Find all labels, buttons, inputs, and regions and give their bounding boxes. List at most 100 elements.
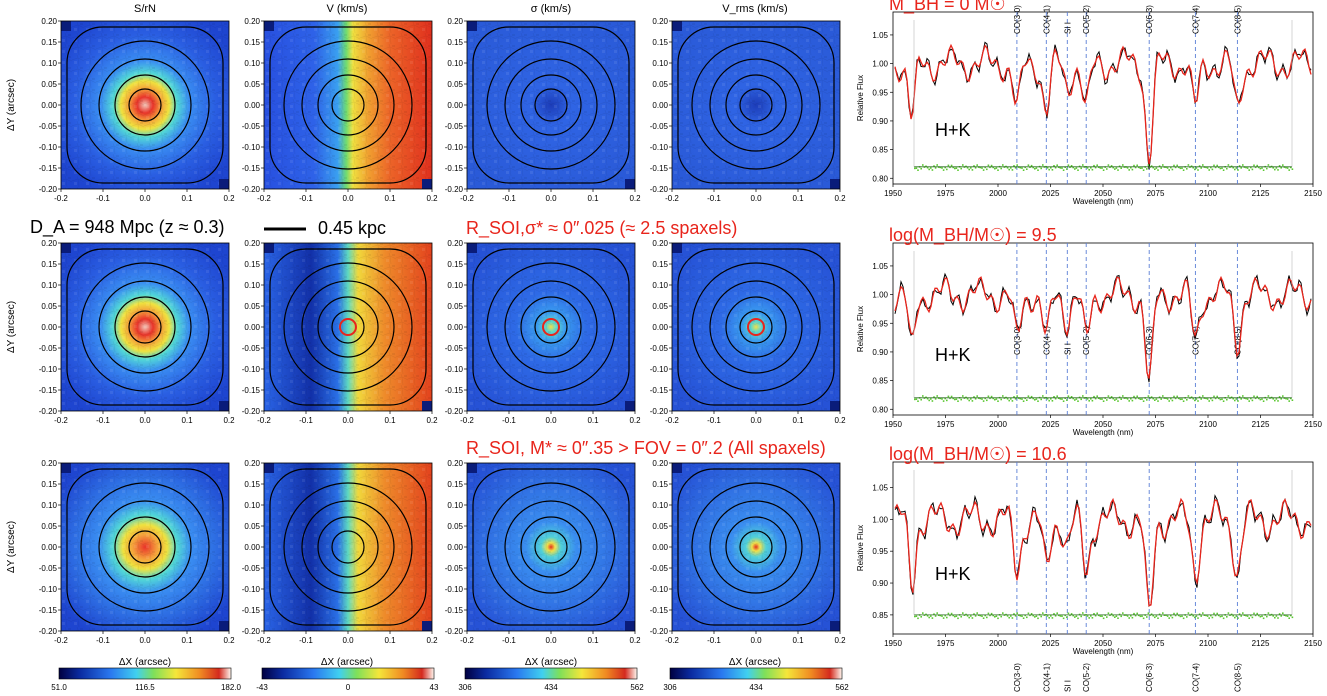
residual-point [931, 169, 934, 171]
residual-point [928, 399, 930, 402]
y-tick-label: -0.15 [445, 606, 464, 615]
residual-point [1040, 615, 1042, 618]
colorbar-tick-label: 434 [544, 683, 558, 692]
residual-point [982, 617, 985, 619]
residual-point [1272, 167, 1274, 169]
x-tick-label: 2100 [1199, 639, 1217, 648]
residual-point [1237, 400, 1239, 402]
residual-point [1051, 169, 1054, 171]
y-tick-label: 0.10 [652, 281, 668, 290]
residual-point [976, 395, 978, 397]
x-tick-label: 2125 [1252, 420, 1270, 429]
residual-point [1027, 395, 1030, 397]
residual-point [1107, 612, 1110, 614]
residual-point [930, 398, 932, 400]
residual-point [1022, 169, 1025, 171]
residual-point [1208, 617, 1210, 619]
contour-line [709, 500, 803, 594]
contour-line [283, 262, 413, 392]
x-tick-label: 0.1 [587, 194, 599, 203]
residual-point [1242, 395, 1244, 397]
y-tick-label: -0.15 [242, 386, 261, 395]
y-tick-label: -0.10 [39, 585, 58, 594]
residual-point [926, 615, 929, 617]
residual-point [1050, 398, 1052, 400]
residual-point [1235, 398, 1238, 400]
residual-point [1272, 615, 1274, 617]
y-tick-label: -0.05 [242, 564, 261, 573]
line-label: CO(6-3) [1145, 663, 1154, 692]
residual-point [949, 166, 951, 169]
residual-point [1094, 614, 1097, 617]
residual-point [1056, 395, 1058, 397]
y-tick-label: 0.10 [652, 501, 668, 510]
residual-point [1155, 167, 1158, 169]
residual-point [1266, 398, 1268, 401]
residual-point [1262, 400, 1265, 402]
map-corner [672, 21, 682, 31]
y-tick-label: 0.05 [41, 522, 57, 531]
residual-point [954, 615, 956, 618]
residual-point [1000, 167, 1002, 170]
colorbars: 51.0 116.5 182.0 -43 0 43 306 434 562 306 434 562 [51, 667, 849, 692]
y-tick-label: 1.00 [872, 60, 888, 69]
residual-point [1133, 395, 1135, 398]
colorbar-tick-label: 182.0 [221, 683, 242, 692]
contour-line [80, 40, 210, 170]
map-corner [830, 401, 840, 411]
residual-point [1118, 396, 1121, 399]
residual-point [1226, 398, 1228, 401]
residual-point [949, 614, 951, 617]
line-label: SI I [1063, 343, 1072, 355]
x-tick-label: -0.2 [54, 194, 68, 203]
residual-point [1086, 167, 1089, 169]
contour-line [269, 26, 427, 184]
residual-point [922, 612, 924, 614]
map-panel: 0.200.150.100.050.00-0.05-0.10-0.15-0.20… [445, 239, 641, 425]
residual-point [1130, 166, 1132, 169]
residual-point [933, 396, 935, 398]
residual-point [1182, 617, 1185, 620]
residual-point [1147, 395, 1150, 397]
soi-circle [339, 318, 357, 336]
residual-point [1192, 615, 1194, 617]
residual-point [1035, 398, 1038, 400]
y-tick-label: 0.15 [244, 38, 260, 47]
x-tick-label: 0.2 [223, 636, 235, 645]
residual-point [1170, 614, 1172, 617]
residual-point [1154, 616, 1156, 619]
band-label: H+K [935, 345, 971, 365]
x-tick-label: -0.2 [54, 636, 68, 645]
residual-point [1285, 614, 1287, 617]
contour-line [331, 310, 365, 344]
residual-point [1154, 399, 1156, 401]
residual-point [1222, 617, 1225, 620]
colorbar-scale [669, 667, 843, 680]
residual-point [1171, 168, 1174, 171]
residual-point [1091, 399, 1094, 402]
residual-point [1006, 167, 1009, 169]
y-tick-label: 0.05 [447, 302, 463, 311]
contour-line [80, 482, 210, 612]
residual-point [1267, 164, 1270, 166]
x-tick-label: 0.1 [181, 194, 193, 203]
residual-point [950, 395, 953, 398]
residual-point [1194, 399, 1196, 402]
x-tick-label: 0.1 [792, 416, 804, 425]
residual-point [981, 615, 983, 617]
residual-point [1128, 400, 1130, 402]
residual-point [976, 612, 978, 614]
residual-point [1278, 613, 1281, 615]
residual-point [1096, 164, 1098, 166]
x-tick-label: -0.1 [707, 636, 721, 645]
residual-point [1086, 398, 1089, 400]
contour-line [114, 296, 176, 358]
residual-point [1178, 397, 1180, 400]
y-tick-label: 0.20 [41, 459, 57, 468]
residual-point [1088, 400, 1090, 402]
y-tick-label: 0.00 [447, 101, 463, 110]
x-tick-label: 0.0 [342, 416, 354, 425]
residual-point [973, 396, 975, 398]
residual-point [1202, 395, 1204, 397]
residual-point [933, 165, 935, 167]
